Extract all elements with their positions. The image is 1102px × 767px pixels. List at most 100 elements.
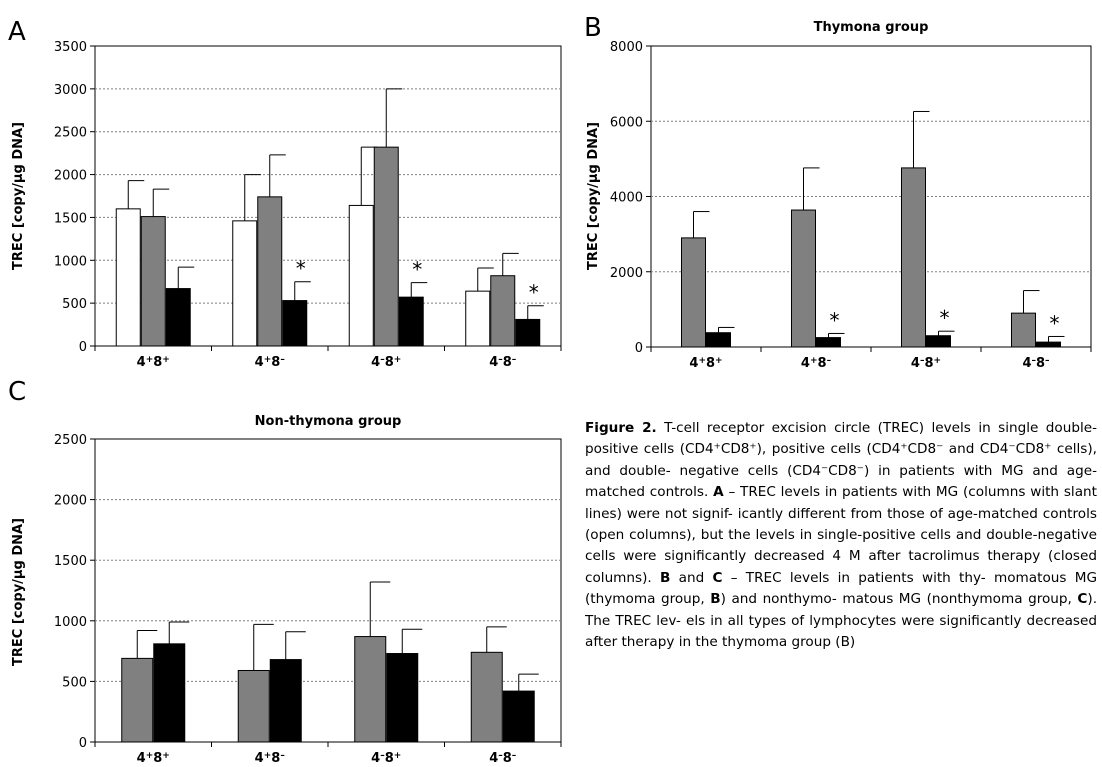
x-tick-label-sup: –	[1045, 356, 1050, 366]
x-tick-label-part: 8	[706, 356, 715, 371]
x-tick-label-sup: –	[380, 355, 385, 365]
x-tick-label-sup: –	[827, 356, 832, 366]
bar	[470, 651, 503, 743]
bar	[681, 237, 706, 348]
x-tick-label-sup: –	[280, 751, 285, 761]
x-tick-label-part: 4	[489, 751, 498, 766]
panel-letter: B	[584, 13, 602, 43]
y-tick-label: 8000	[610, 40, 643, 55]
bar	[1011, 312, 1036, 348]
y-tick-label: 2500	[54, 433, 87, 448]
x-tick-label: 4+8–	[255, 355, 286, 370]
x-tick-label-part: 8	[153, 751, 162, 766]
x-tick-label-part: 8	[1036, 356, 1045, 371]
bar	[257, 196, 283, 347]
x-tick-label: 4–8–	[1022, 356, 1050, 371]
bar	[354, 636, 387, 743]
y-axis-label: TREC [copy/µg DNA]	[586, 122, 601, 270]
bar	[901, 167, 926, 348]
x-tick-label-part: 4	[137, 751, 146, 766]
x-tick-label: 4+8+	[689, 356, 722, 371]
bar	[232, 220, 258, 347]
caption-ref-c: C	[712, 569, 723, 586]
bar	[816, 337, 841, 348]
x-tick-label-part: 4	[255, 751, 264, 766]
y-tick-label: 2000	[610, 266, 643, 281]
x-tick-label-sup: –	[498, 355, 503, 365]
y-tick-label: 1500	[54, 554, 87, 569]
x-tick-label-part: 8	[503, 751, 512, 766]
x-tick-label-sup: +	[394, 355, 402, 365]
bar	[140, 216, 166, 347]
x-tick-label-part: 8	[818, 356, 827, 371]
bar	[121, 657, 154, 743]
x-tick-label-part: 8	[924, 356, 933, 371]
y-tick-label: 6000	[610, 115, 643, 130]
caption-line: with MG (columns with slant lines) were …	[585, 484, 1097, 522]
caption-ref-b2: B	[710, 591, 721, 608]
x-tick-label-sup: +	[146, 751, 154, 761]
caption-line: and	[678, 569, 705, 586]
x-tick-label-sup: +	[698, 356, 706, 366]
x-tick-label-sup: +	[394, 751, 402, 761]
x-tick-label-sup: –	[280, 355, 285, 365]
caption-ref-c2: C	[1077, 591, 1088, 608]
caption-line: (open columns), but the levels in single…	[585, 527, 951, 544]
significance-asterisk: *	[529, 281, 539, 305]
caption-ref-b: B	[660, 569, 671, 586]
x-tick-label-part: 4	[689, 356, 698, 371]
bar	[115, 208, 141, 347]
x-tick-label-sup: +	[934, 356, 942, 366]
x-tick-label-sup: –	[1032, 356, 1037, 366]
y-tick-label: 2000	[54, 169, 87, 184]
caption-line: decreased after therapy in the thymoma g…	[585, 612, 1097, 651]
x-tick-label-sup: +	[810, 356, 818, 366]
y-tick-label: 0	[635, 341, 643, 356]
chart-panel-c: C Non-thymona group 0 500 1000 1500 2000 2500 TR…	[8, 377, 562, 766]
bar	[465, 290, 491, 347]
x-tick-label-part: 4	[371, 751, 380, 766]
chart-title: Non-thymona group	[255, 414, 402, 429]
caption-line: in single double-positive cells (CD4⁺CD8…	[585, 420, 1097, 458]
bar	[269, 659, 302, 743]
chart-panel-a: A 0 500 1000 1500 2000 2500 3000 3500 TREC [copy/…	[8, 17, 562, 370]
caption-line: momatous MG (thymoma group,	[585, 569, 1097, 608]
y-axis-label: TREC [copy/µg DNA]	[11, 122, 26, 270]
x-tick-label: 4+8–	[255, 751, 286, 766]
bar	[791, 209, 816, 348]
y-tick-label: 2500	[54, 126, 87, 141]
caption-line: – TREC levels in patients with thy-	[730, 569, 986, 586]
bar	[490, 275, 516, 347]
significance-asterisk: *	[296, 257, 306, 281]
y-tick-label: 3500	[54, 40, 87, 55]
x-tick-label: 4–8+	[371, 355, 401, 370]
x-tick-label-sup: +	[264, 355, 272, 365]
y-tick-label: 0	[79, 340, 87, 355]
bar	[386, 653, 419, 743]
bar	[348, 204, 374, 347]
x-tick-label: 4–8–	[489, 751, 517, 766]
x-tick-label: 4+8+	[137, 751, 170, 766]
x-tick-label-sup: –	[512, 355, 517, 365]
x-tick-label: 4–8–	[489, 355, 517, 370]
y-tick-label: 1500	[54, 211, 87, 226]
x-tick-label: 4+8–	[801, 356, 832, 371]
x-tick-label-sup: +	[146, 355, 154, 365]
x-tick-label-sup: –	[380, 751, 385, 761]
x-tick-label-sup: –	[512, 751, 517, 761]
x-tick-label-part: 8	[385, 751, 394, 766]
x-tick-label-sup: –	[498, 751, 503, 761]
x-tick-label-part: 4	[489, 355, 498, 370]
caption-line: age-matched controls.	[585, 462, 1097, 501]
panel-letter: A	[8, 17, 26, 47]
significance-asterisk: *	[1050, 311, 1060, 335]
significance-asterisk: *	[830, 308, 840, 332]
caption-line: ). The TREC lev-	[585, 591, 1097, 629]
y-tick-label: 4000	[610, 191, 643, 206]
caption-line: els in all types of lymphocytes were sig…	[685, 612, 1022, 629]
x-tick-label-part: 8	[385, 355, 394, 370]
x-tick-label-sup: +	[264, 751, 272, 761]
y-tick-label: 3000	[54, 83, 87, 98]
bar	[502, 690, 535, 743]
